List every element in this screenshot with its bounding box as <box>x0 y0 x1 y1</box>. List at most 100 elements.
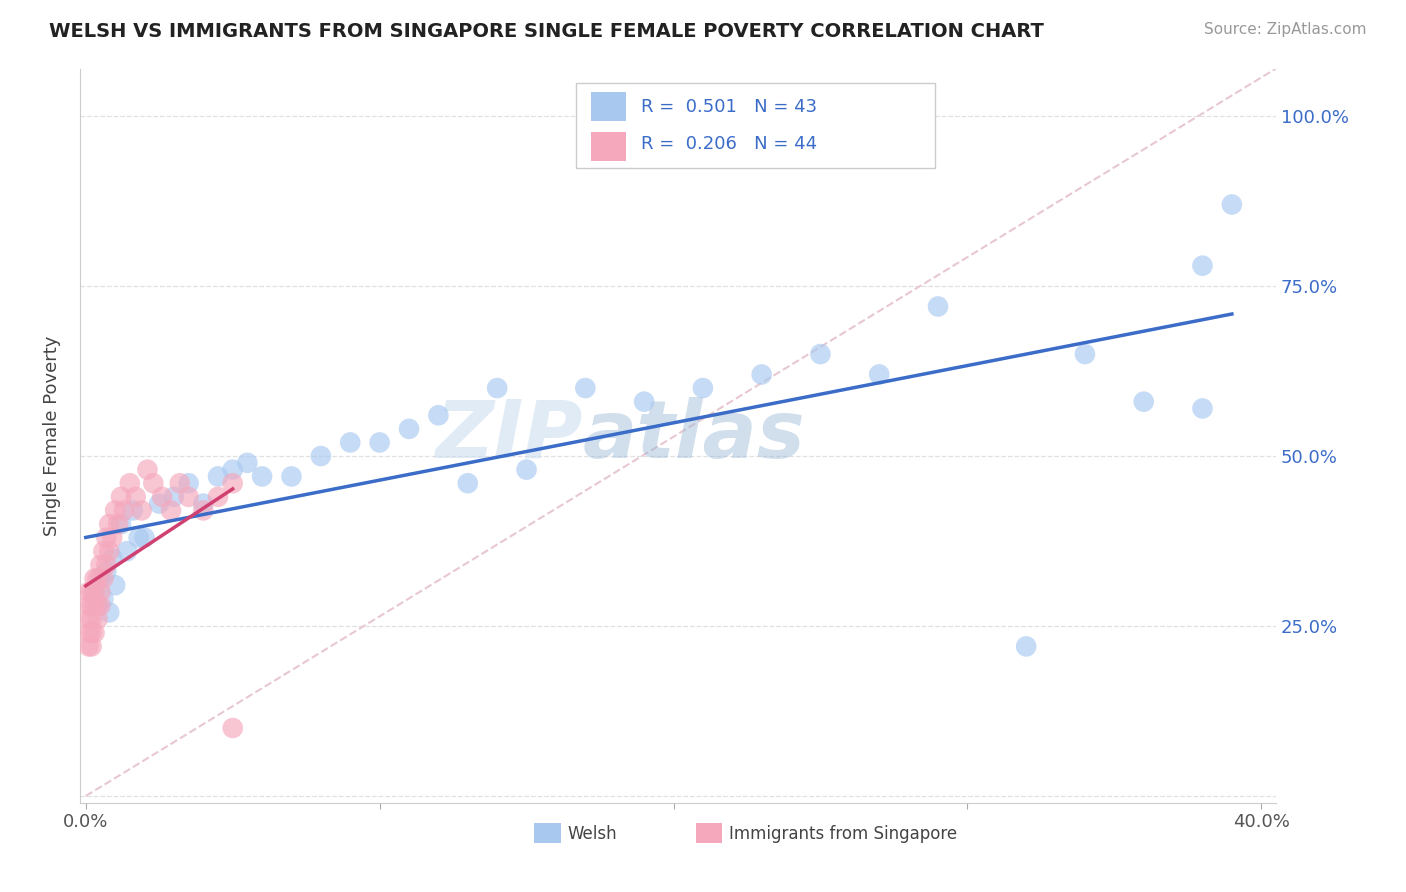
Point <box>193 503 215 517</box>
Bar <box>591 131 627 161</box>
Point <box>207 490 229 504</box>
Y-axis label: Single Female Poverty: Single Female Poverty <box>44 335 60 536</box>
Point <box>868 368 890 382</box>
Point <box>118 476 141 491</box>
Text: Immigrants from Singapore: Immigrants from Singapore <box>730 825 957 843</box>
Text: WELSH VS IMMIGRANTS FROM SINGAPORE SINGLE FEMALE POVERTY CORRELATION CHART: WELSH VS IMMIGRANTS FROM SINGAPORE SINGL… <box>49 22 1045 41</box>
Point <box>368 435 391 450</box>
Point <box>80 585 103 599</box>
Point <box>148 497 170 511</box>
Point <box>110 490 132 504</box>
Point <box>104 503 127 517</box>
Point <box>142 476 165 491</box>
Point <box>101 531 124 545</box>
Text: Welsh: Welsh <box>568 825 617 843</box>
Bar <box>696 822 723 843</box>
Point <box>1191 401 1213 416</box>
Point <box>93 544 115 558</box>
Point <box>89 599 111 613</box>
Point <box>221 721 243 735</box>
Point <box>751 368 773 382</box>
Point <box>398 422 420 436</box>
Point <box>98 544 121 558</box>
Point <box>96 565 118 579</box>
Point <box>427 409 450 423</box>
Point <box>77 612 100 626</box>
Point <box>83 571 105 585</box>
Point <box>80 640 103 654</box>
Point <box>77 625 100 640</box>
Point <box>112 503 135 517</box>
Point <box>1015 640 1038 654</box>
Point <box>121 503 143 517</box>
FancyBboxPatch shape <box>576 83 935 168</box>
Point <box>77 599 100 613</box>
Point <box>927 300 949 314</box>
Point <box>1220 197 1243 211</box>
Point <box>339 435 361 450</box>
Point <box>80 625 103 640</box>
Point <box>1132 394 1154 409</box>
Point <box>98 606 121 620</box>
Point <box>104 578 127 592</box>
Point <box>93 591 115 606</box>
Text: ZIP: ZIP <box>434 397 582 475</box>
Text: R =  0.206   N = 44: R = 0.206 N = 44 <box>641 135 817 153</box>
Point <box>110 516 132 531</box>
Point <box>134 531 156 545</box>
Point <box>1074 347 1097 361</box>
Point <box>80 599 103 613</box>
Text: Source: ZipAtlas.com: Source: ZipAtlas.com <box>1204 22 1367 37</box>
Bar <box>534 822 561 843</box>
Bar <box>591 92 627 121</box>
Point <box>193 497 215 511</box>
Point <box>574 381 596 395</box>
Point <box>96 558 118 572</box>
Point <box>177 476 200 491</box>
Point <box>98 516 121 531</box>
Point <box>77 640 100 654</box>
Point <box>107 516 129 531</box>
Point <box>169 476 191 491</box>
Point <box>207 469 229 483</box>
Point <box>150 490 173 504</box>
Point <box>128 531 150 545</box>
Point <box>83 625 105 640</box>
Point <box>86 599 108 613</box>
Point <box>89 558 111 572</box>
Point <box>86 599 108 613</box>
Point <box>89 585 111 599</box>
Point <box>457 476 479 491</box>
Point <box>125 490 148 504</box>
Point <box>810 347 832 361</box>
Point <box>131 503 153 517</box>
Point <box>692 381 714 395</box>
Point <box>309 449 332 463</box>
Text: atlas: atlas <box>582 397 806 475</box>
Point <box>163 490 186 504</box>
Point <box>160 503 183 517</box>
Point <box>1191 259 1213 273</box>
Point <box>486 381 509 395</box>
Point <box>177 490 200 504</box>
Point <box>101 551 124 566</box>
Point <box>96 531 118 545</box>
Point <box>86 571 108 585</box>
Point <box>83 585 105 599</box>
Point <box>93 571 115 585</box>
Point <box>83 585 105 599</box>
Point <box>236 456 259 470</box>
Point <box>221 476 243 491</box>
Point <box>280 469 302 483</box>
Point <box>250 469 273 483</box>
Point <box>136 463 159 477</box>
Point <box>83 599 105 613</box>
Point <box>80 612 103 626</box>
Text: R =  0.501   N = 43: R = 0.501 N = 43 <box>641 98 817 116</box>
Point <box>115 544 138 558</box>
Point <box>633 394 655 409</box>
Point <box>77 585 100 599</box>
Point <box>86 612 108 626</box>
Point <box>89 571 111 585</box>
Point <box>221 463 243 477</box>
